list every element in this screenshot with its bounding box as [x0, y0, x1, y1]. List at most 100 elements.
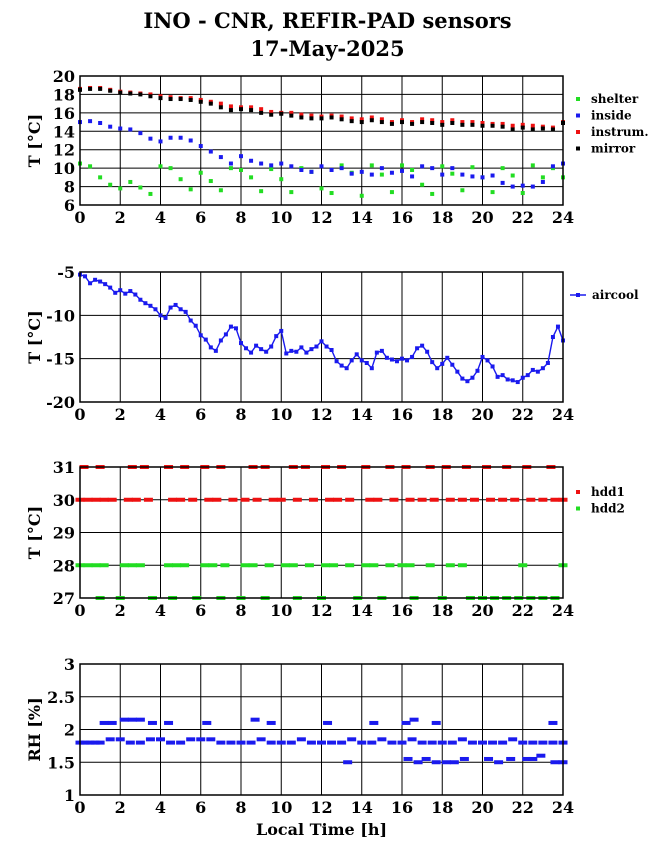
- data-point: [401, 720, 411, 725]
- data-point: [420, 164, 425, 169]
- data-point: [135, 740, 145, 745]
- data-point: [200, 563, 210, 568]
- x-tick-label: 6: [195, 798, 206, 817]
- data-point: [349, 116, 354, 121]
- data-point: [319, 164, 324, 169]
- data-point: [105, 737, 115, 742]
- data-point: [239, 107, 243, 112]
- legend-swatch: [576, 97, 580, 101]
- data-point: [540, 126, 545, 131]
- data-point: [460, 172, 465, 177]
- data-point: [379, 172, 384, 177]
- data-point: [339, 114, 344, 119]
- x-tick-label: 8: [235, 405, 246, 424]
- data-point: [540, 366, 545, 371]
- y-tick-label: 31: [53, 458, 75, 477]
- data-point: [405, 563, 415, 568]
- x-tick-label: 10: [270, 798, 292, 817]
- data-point: [168, 497, 178, 502]
- data-point: [138, 185, 143, 190]
- x-tick-label: 16: [391, 208, 413, 227]
- data-point: [369, 118, 374, 123]
- data-point: [289, 348, 294, 353]
- legend-label: aircool: [592, 288, 639, 302]
- data-point: [125, 740, 135, 745]
- x-tick-label: 10: [270, 601, 292, 620]
- data-point: [202, 720, 212, 725]
- x-tick-label: 2: [115, 798, 126, 817]
- data-point: [269, 344, 274, 349]
- x-tick-label: 22: [512, 208, 534, 227]
- data-point: [128, 179, 133, 184]
- data-point: [178, 135, 183, 140]
- data-point: [321, 563, 331, 568]
- data-point: [249, 108, 254, 113]
- data-point: [269, 167, 274, 172]
- data-point: [148, 191, 153, 196]
- data-point: [206, 737, 216, 742]
- data-point: [98, 279, 103, 284]
- data-point: [530, 184, 535, 189]
- data-point: [244, 346, 249, 351]
- data-point: [359, 193, 364, 198]
- data-point: [420, 117, 425, 122]
- data-point: [180, 563, 190, 568]
- data-point: [522, 756, 532, 761]
- data-point: [198, 144, 203, 149]
- data-point: [440, 120, 445, 125]
- data-point: [430, 360, 435, 365]
- data-point: [457, 497, 467, 502]
- data-point: [427, 740, 437, 745]
- data-point: [520, 125, 525, 130]
- x-tick-label: 12: [310, 208, 332, 227]
- data-point: [421, 756, 431, 761]
- data-point: [164, 720, 174, 725]
- data-point: [309, 347, 314, 352]
- data-point: [538, 740, 548, 745]
- data-point: [373, 497, 383, 502]
- data-point: [460, 122, 465, 127]
- legend-label: instrum.: [591, 125, 649, 139]
- x-tick-label: 12: [310, 601, 332, 620]
- x-tick-label: 20: [471, 601, 493, 620]
- data-point: [91, 563, 101, 568]
- data-point: [359, 117, 364, 122]
- data-point: [430, 118, 435, 123]
- data-point: [279, 161, 284, 166]
- data-point: [430, 191, 435, 196]
- y-axis-label: T [°C]: [25, 114, 44, 167]
- x-tick-label: 16: [391, 405, 413, 424]
- data-point: [344, 366, 349, 371]
- y-tick-label: 1: [64, 786, 75, 805]
- data-point: [218, 188, 223, 193]
- data-point: [264, 349, 269, 354]
- data-point: [469, 497, 479, 502]
- data-point: [249, 175, 254, 180]
- chart-title: INO - CNR, REFIR-PAD sensors: [143, 8, 512, 33]
- data-point: [329, 167, 334, 172]
- y-tick-label: 8: [64, 178, 75, 197]
- data-point: [410, 174, 415, 179]
- data-point: [420, 120, 425, 125]
- x-tick-label: 4: [155, 405, 166, 424]
- data-point: [239, 154, 243, 159]
- x-tick-label: 12: [310, 405, 332, 424]
- data-point: [407, 737, 417, 742]
- y-tick-label: 2.5: [47, 688, 75, 707]
- data-point: [88, 119, 93, 124]
- data-point: [279, 177, 284, 182]
- data-point: [510, 497, 520, 502]
- x-tick-label: 22: [512, 405, 534, 424]
- data-point: [490, 123, 495, 128]
- data-point: [550, 164, 555, 169]
- data-point: [118, 288, 123, 293]
- data-point: [188, 97, 193, 102]
- data-point: [108, 88, 113, 93]
- data-point: [188, 497, 198, 502]
- data-point: [98, 86, 103, 91]
- data-point: [88, 164, 93, 169]
- data-point: [168, 166, 173, 171]
- data-point: [397, 740, 407, 745]
- x-tick-label: 14: [351, 208, 373, 227]
